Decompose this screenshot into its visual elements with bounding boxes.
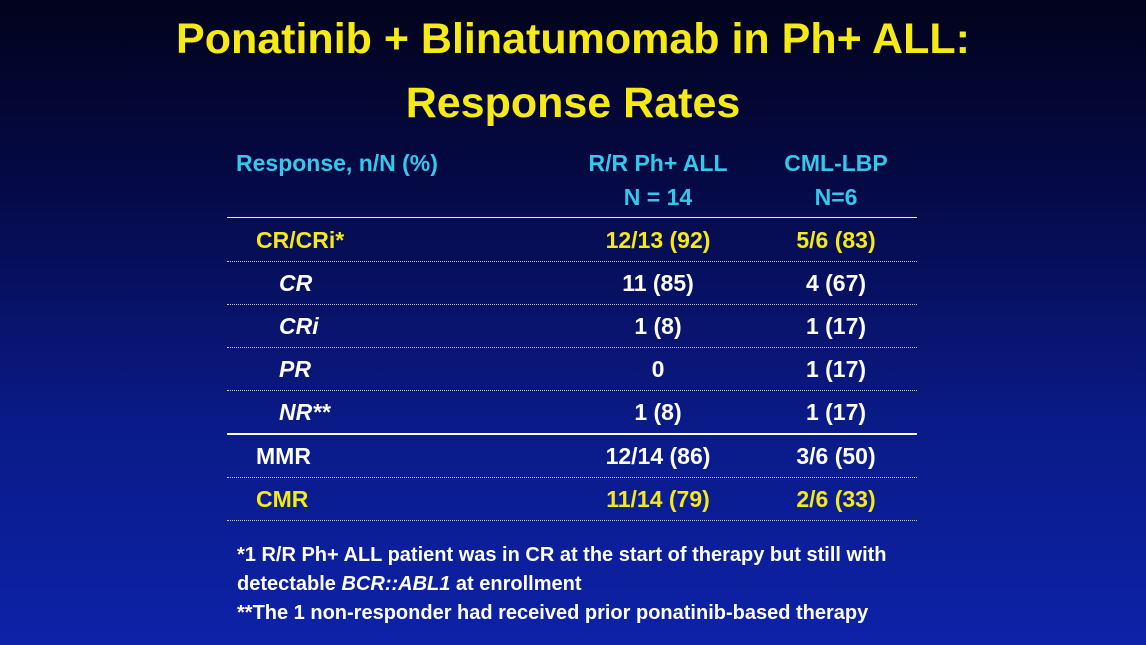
row-value-cml: 1 (17): [805, 356, 867, 382]
row-divider: [227, 347, 917, 348]
table-row: CMR 11/14 (79) 2/6 (33): [0, 478, 1146, 521]
row-value-rr: 11 (85): [622, 270, 694, 296]
table-row: CRi 1 (8) 1 (17): [0, 305, 1146, 348]
row-value-rr: 1 (8): [634, 313, 682, 339]
row-label: CR/CRi*: [256, 227, 345, 253]
row-value-cml: 3/6 (50): [796, 443, 876, 469]
row-divider: [227, 304, 917, 305]
row-value-rr: 12/14 (86): [605, 443, 711, 469]
footnote-text: detectable: [237, 573, 342, 595]
row-label: PR: [279, 356, 311, 382]
table-row: PR 0 1 (17): [0, 348, 1146, 391]
row-divider: [227, 390, 917, 391]
row-label: CMR: [256, 486, 309, 512]
header-cml-lbp: CML-LBP N=6: [756, 146, 916, 214]
footnote-1-line-1: *1 R/R Ph+ ALL patient was in CR at the …: [237, 544, 887, 566]
header-divider: [227, 217, 917, 218]
footnote-1-line-2: detectable BCR::ABL1 at enrollment: [237, 570, 582, 599]
slide-title-line-1: Ponatinib + Blinatumomab in Ph+ ALL:: [176, 15, 970, 63]
header-cml-lbp-n: N=6: [814, 184, 858, 210]
gene-name: BCR::ABL1: [341, 573, 451, 595]
row-label: CRi: [279, 313, 319, 339]
row-value-rr: 0: [651, 356, 665, 382]
row-value-cml: 1 (17): [805, 313, 867, 339]
row-value-cml: 5/6 (83): [796, 227, 876, 253]
row-label: MMR: [256, 443, 311, 469]
row-value-cml: 4 (67): [805, 270, 867, 296]
table-row: MMR 12/14 (86) 3/6 (50): [0, 435, 1146, 478]
row-divider: [227, 520, 917, 521]
header-cml-lbp-name: CML-LBP: [784, 150, 888, 176]
row-label: NR**: [279, 399, 331, 425]
table-row: NR** 1 (8) 1 (17): [0, 391, 1146, 434]
header-rr-ph-all-name: R/R Ph+ ALL: [588, 150, 728, 176]
row-divider: [227, 261, 917, 262]
row-label: CR: [279, 270, 313, 296]
slide-title-line-2: Response Rates: [405, 79, 741, 127]
table-row: CR/CRi* 12/13 (92) 5/6 (83): [0, 219, 1146, 262]
header-rr-ph-all-n: N = 14: [623, 184, 693, 210]
row-value-rr: 1 (8): [634, 399, 682, 425]
row-value-rr: 12/13 (92): [605, 227, 711, 253]
table-row: CR 11 (85) 4 (67): [0, 262, 1146, 305]
footnote-2: **The 1 non-responder had received prior…: [237, 602, 869, 624]
row-divider: [227, 477, 917, 478]
header-response: Response, n/N (%): [236, 150, 438, 176]
row-value-cml: 1 (17): [805, 399, 867, 425]
footnote-text: at enrollment: [450, 573, 582, 595]
section-divider: [227, 433, 917, 435]
row-value-cml: 2/6 (33): [796, 486, 876, 512]
row-value-rr: 11/14 (79): [606, 486, 710, 512]
header-rr-ph-all: R/R Ph+ ALL N = 14: [578, 146, 738, 214]
